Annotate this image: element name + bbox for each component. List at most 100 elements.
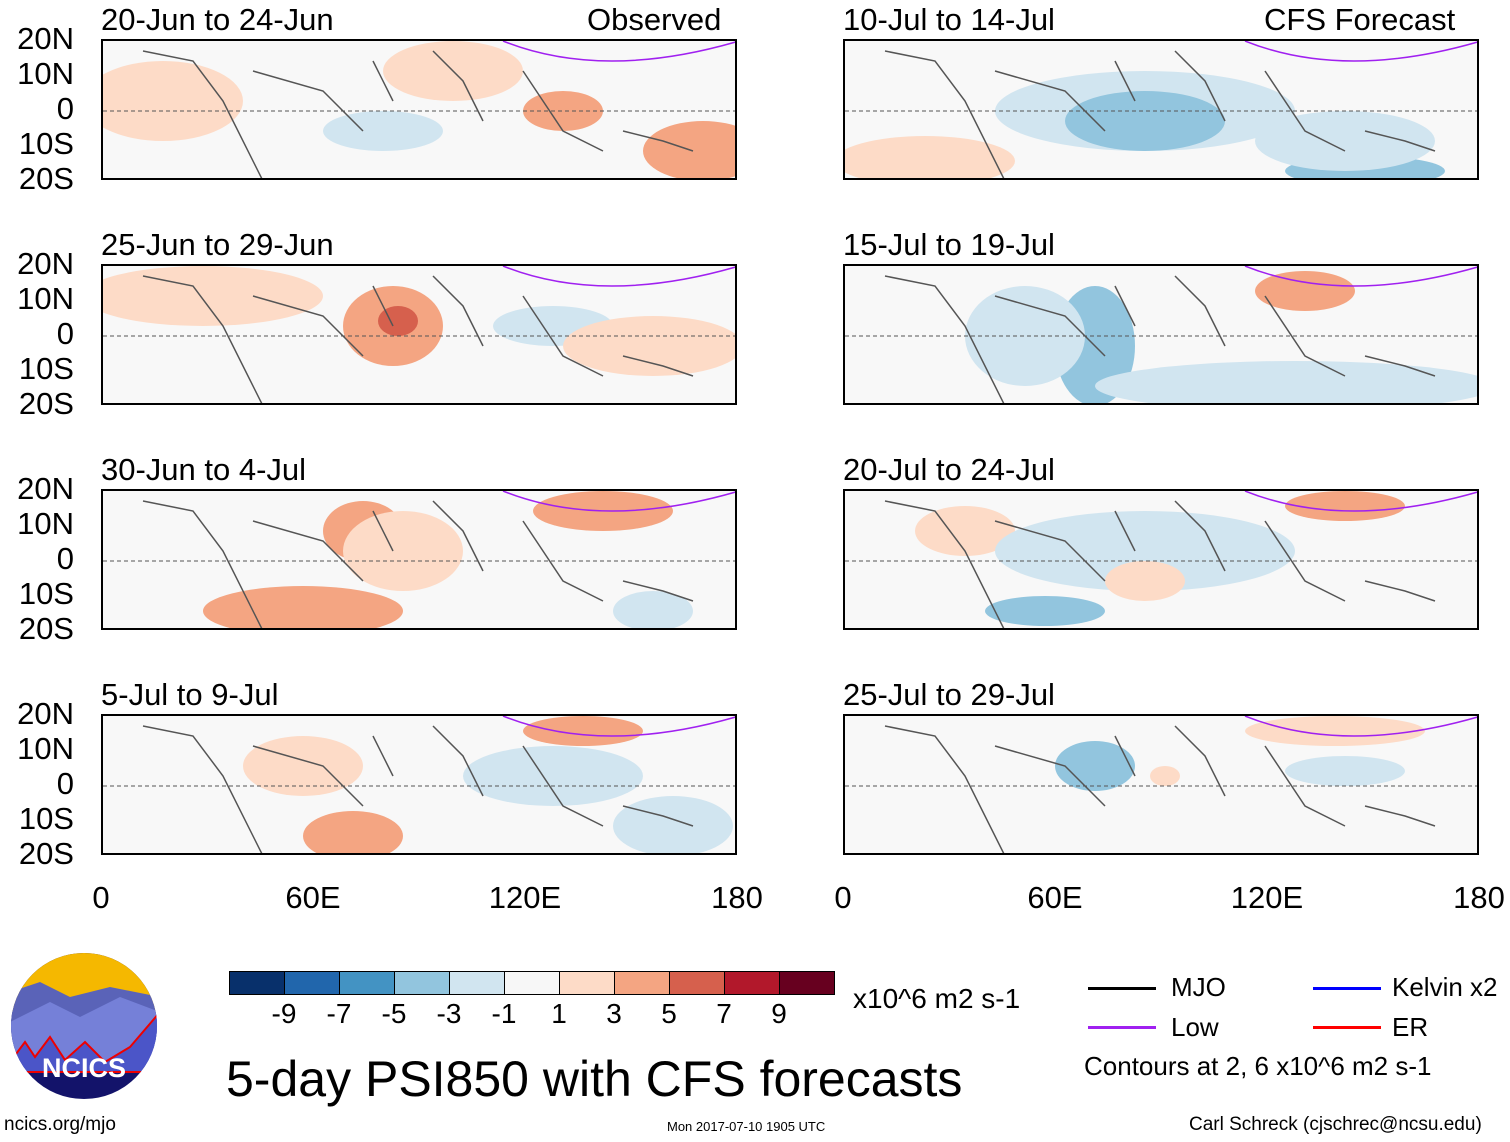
anomaly-shading	[1255, 271, 1355, 311]
low-contour	[1244, 716, 1477, 737]
colorbar-swatch	[724, 971, 780, 995]
anomaly-shading	[965, 286, 1085, 386]
anomaly-shading	[378, 306, 418, 336]
figure-title: 5-day PSI850 with CFS forecasts	[226, 1051, 963, 1107]
anomaly-shading	[1245, 716, 1425, 746]
footer-author: Carl Schreck (cjschrec@ncsu.edu)	[1189, 1114, 1482, 1135]
legend-label-kelvin: Kelvin x2	[1392, 972, 1498, 1002]
colorbar-swatch	[284, 971, 340, 995]
anomaly-shading	[103, 266, 323, 326]
anomaly-field	[845, 491, 1477, 628]
low-contour	[1244, 266, 1477, 287]
coastline	[142, 500, 694, 628]
panel-title-right-1: 10-Jul to 14-Jul	[843, 2, 1055, 37]
colorbar-label: 5	[661, 998, 677, 1029]
panel-title-left-2: 25-Jun to 29-Jun	[101, 227, 334, 262]
anomaly-shading	[1065, 91, 1225, 151]
anomaly-shading	[1105, 561, 1185, 601]
map-panel-right-2	[843, 264, 1479, 405]
anomaly-field	[845, 266, 1477, 403]
anomaly-shading	[1255, 111, 1435, 171]
legend-swatch-mjo	[1088, 987, 1156, 990]
x-tick-label: 120E	[488, 880, 562, 915]
anomaly-field	[103, 491, 735, 628]
low-contour	[1244, 491, 1477, 512]
panel-title-right-2: 15-Jul to 19-Jul	[843, 227, 1055, 262]
colorbar-swatch	[449, 971, 505, 995]
colorbar-swatch	[504, 971, 560, 995]
anomaly-field	[103, 716, 735, 853]
panel-title-right-3: 20-Jul to 24-Jul	[843, 452, 1055, 487]
anomaly-field	[845, 41, 1477, 178]
anomaly-shading	[613, 796, 733, 853]
x-tick-label: 60E	[285, 880, 341, 915]
colorbar-label: 3	[606, 998, 622, 1029]
map-panel-right-3	[843, 489, 1479, 630]
anomaly-field	[103, 266, 735, 403]
colorbar-swatch	[339, 971, 395, 995]
y-tick-label: 10N	[17, 56, 74, 91]
footer-url[interactable]: ncics.org/mjo	[4, 1114, 116, 1135]
low-contour	[502, 716, 735, 737]
observed-header: Observed	[587, 2, 722, 37]
colorbar-label: -9	[271, 998, 297, 1029]
x-tick-label: 120E	[1230, 880, 1304, 915]
y-tick-label: 0	[56, 541, 74, 576]
panel-title-left-3: 30-Jun to 4-Jul	[101, 452, 307, 487]
map-panel-left-4	[101, 714, 737, 855]
anomaly-shading	[103, 61, 243, 141]
y-tick-label: 10S	[18, 801, 74, 836]
y-tick-label: 10N	[17, 281, 74, 316]
low-contour	[502, 491, 735, 512]
colorbar-swatch	[779, 971, 835, 995]
y-tick-label: 0	[56, 766, 74, 801]
contour-note: Contours at 2, 6 x10^6 m2 s-1	[1084, 1051, 1432, 1081]
y-tick-label: 20S	[18, 836, 74, 871]
anomaly-shading	[343, 511, 463, 591]
legend-swatch-kelvin	[1313, 987, 1381, 990]
panel-title-left-1: 20-Jun to 24-Jun	[101, 2, 334, 37]
y-tick-label: 10S	[18, 351, 74, 386]
y-tick-label: 10S	[18, 126, 74, 161]
anomaly-shading	[1150, 766, 1180, 786]
coastline	[884, 500, 1436, 628]
panel-title-left-4: 5-Jul to 9-Jul	[101, 677, 279, 712]
anomaly-shading	[203, 586, 403, 628]
logo-text: NCICS	[42, 1053, 126, 1083]
footer-timestamp: Mon 2017-07-10 1905 UTC	[667, 1119, 826, 1134]
colorbar-swatch	[614, 971, 670, 995]
map-panel-left-2	[101, 264, 737, 405]
y-tick-label: 20N	[17, 246, 74, 281]
y-tick-label: 20N	[17, 696, 74, 731]
panel-title-right-4: 25-Jul to 29-Jul	[843, 677, 1055, 712]
anomaly-shading	[523, 91, 603, 131]
anomaly-field	[845, 716, 1477, 853]
y-tick-label: 20N	[17, 21, 74, 56]
y-tick-label: 20S	[18, 611, 74, 646]
low-contour	[502, 266, 735, 287]
anomaly-shading	[613, 591, 693, 628]
anomaly-shading	[523, 716, 643, 746]
map-panel-left-1	[101, 39, 737, 180]
colorbar-label: 9	[771, 998, 787, 1029]
legend-label-low: Low	[1171, 1012, 1219, 1042]
anomaly-shading	[563, 316, 735, 376]
coastline	[142, 725, 694, 853]
forecast-header: CFS Forecast	[1264, 2, 1456, 37]
y-tick-label: 0	[56, 316, 74, 351]
map-panel-right-4	[843, 714, 1479, 855]
anomaly-shading	[845, 136, 1015, 178]
y-tick-label: 0	[56, 91, 74, 126]
x-tick-label: 180	[711, 880, 763, 915]
anomaly-field	[103, 41, 735, 178]
anomaly-shading	[323, 111, 443, 151]
coastline	[884, 725, 1436, 853]
low-contour	[502, 41, 735, 62]
colorbar-swatch	[669, 971, 725, 995]
low-contour	[1244, 41, 1477, 62]
colorbar-swatch	[559, 971, 615, 995]
x-tick-label: 0	[92, 880, 110, 915]
map-panel-right-1	[843, 39, 1479, 180]
colorbar-swatch	[229, 971, 285, 995]
